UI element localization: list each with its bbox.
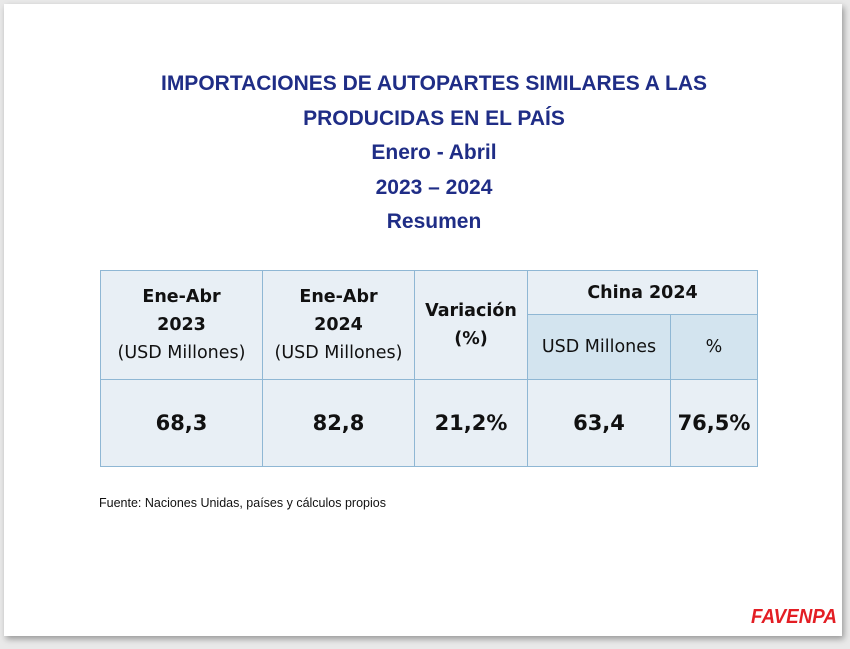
header-unit: (USD Millones)	[117, 343, 246, 363]
title-line-1: IMPORTACIONES DE AUTOPARTES SIMILARES A …	[160, 72, 708, 95]
header-ene-abr-2024: Ene-Abr 2024 (USD Millones)	[262, 270, 415, 380]
subheader-percent: %	[670, 314, 758, 380]
header-ene-abr-2023: Ene-Abr 2023 (USD Millones)	[100, 270, 263, 380]
value-china-usd: 63,4	[527, 379, 671, 467]
header-label: Variación	[425, 301, 517, 321]
favenpa-logo: FAVENPA	[751, 606, 837, 628]
header-year: 2024	[314, 315, 363, 335]
summary-table: Ene-Abr 2023 (USD Millones) Ene-Abr 2024…	[100, 270, 758, 467]
header-label: Ene-Abr	[142, 287, 221, 307]
header-china-2024: China 2024	[527, 270, 758, 315]
value-variacion: 21,2%	[414, 379, 528, 467]
header-year: 2023	[157, 315, 206, 335]
header-variacion: Variación (%)	[414, 270, 528, 380]
header-unit: (%)	[454, 329, 488, 349]
subheader-usd-millones: USD Millones	[527, 314, 671, 380]
value-ene-abr-2024: 82,8	[262, 379, 415, 467]
header-unit: (USD Millones)	[274, 343, 403, 363]
title-line-2: PRODUCIDAS EN EL PAÍS	[303, 106, 565, 130]
header-label: Ene-Abr	[299, 287, 378, 307]
title-years: 2023 – 2024	[375, 175, 493, 199]
title-subtitle: Resumen	[386, 210, 482, 233]
title-period: Enero - Abril	[371, 141, 497, 164]
source-note: Fuente: Naciones Unidas, países y cálcul…	[99, 496, 386, 510]
value-china-percent: 76,5%	[670, 379, 758, 467]
value-ene-abr-2023: 68,3	[100, 379, 263, 467]
slide-title-block: IMPORTACIONES DE AUTOPARTES SIMILARES A …	[4, 67, 850, 240]
slide: IMPORTACIONES DE AUTOPARTES SIMILARES A …	[4, 4, 842, 636]
logo-text: FAVENPA	[751, 606, 837, 628]
